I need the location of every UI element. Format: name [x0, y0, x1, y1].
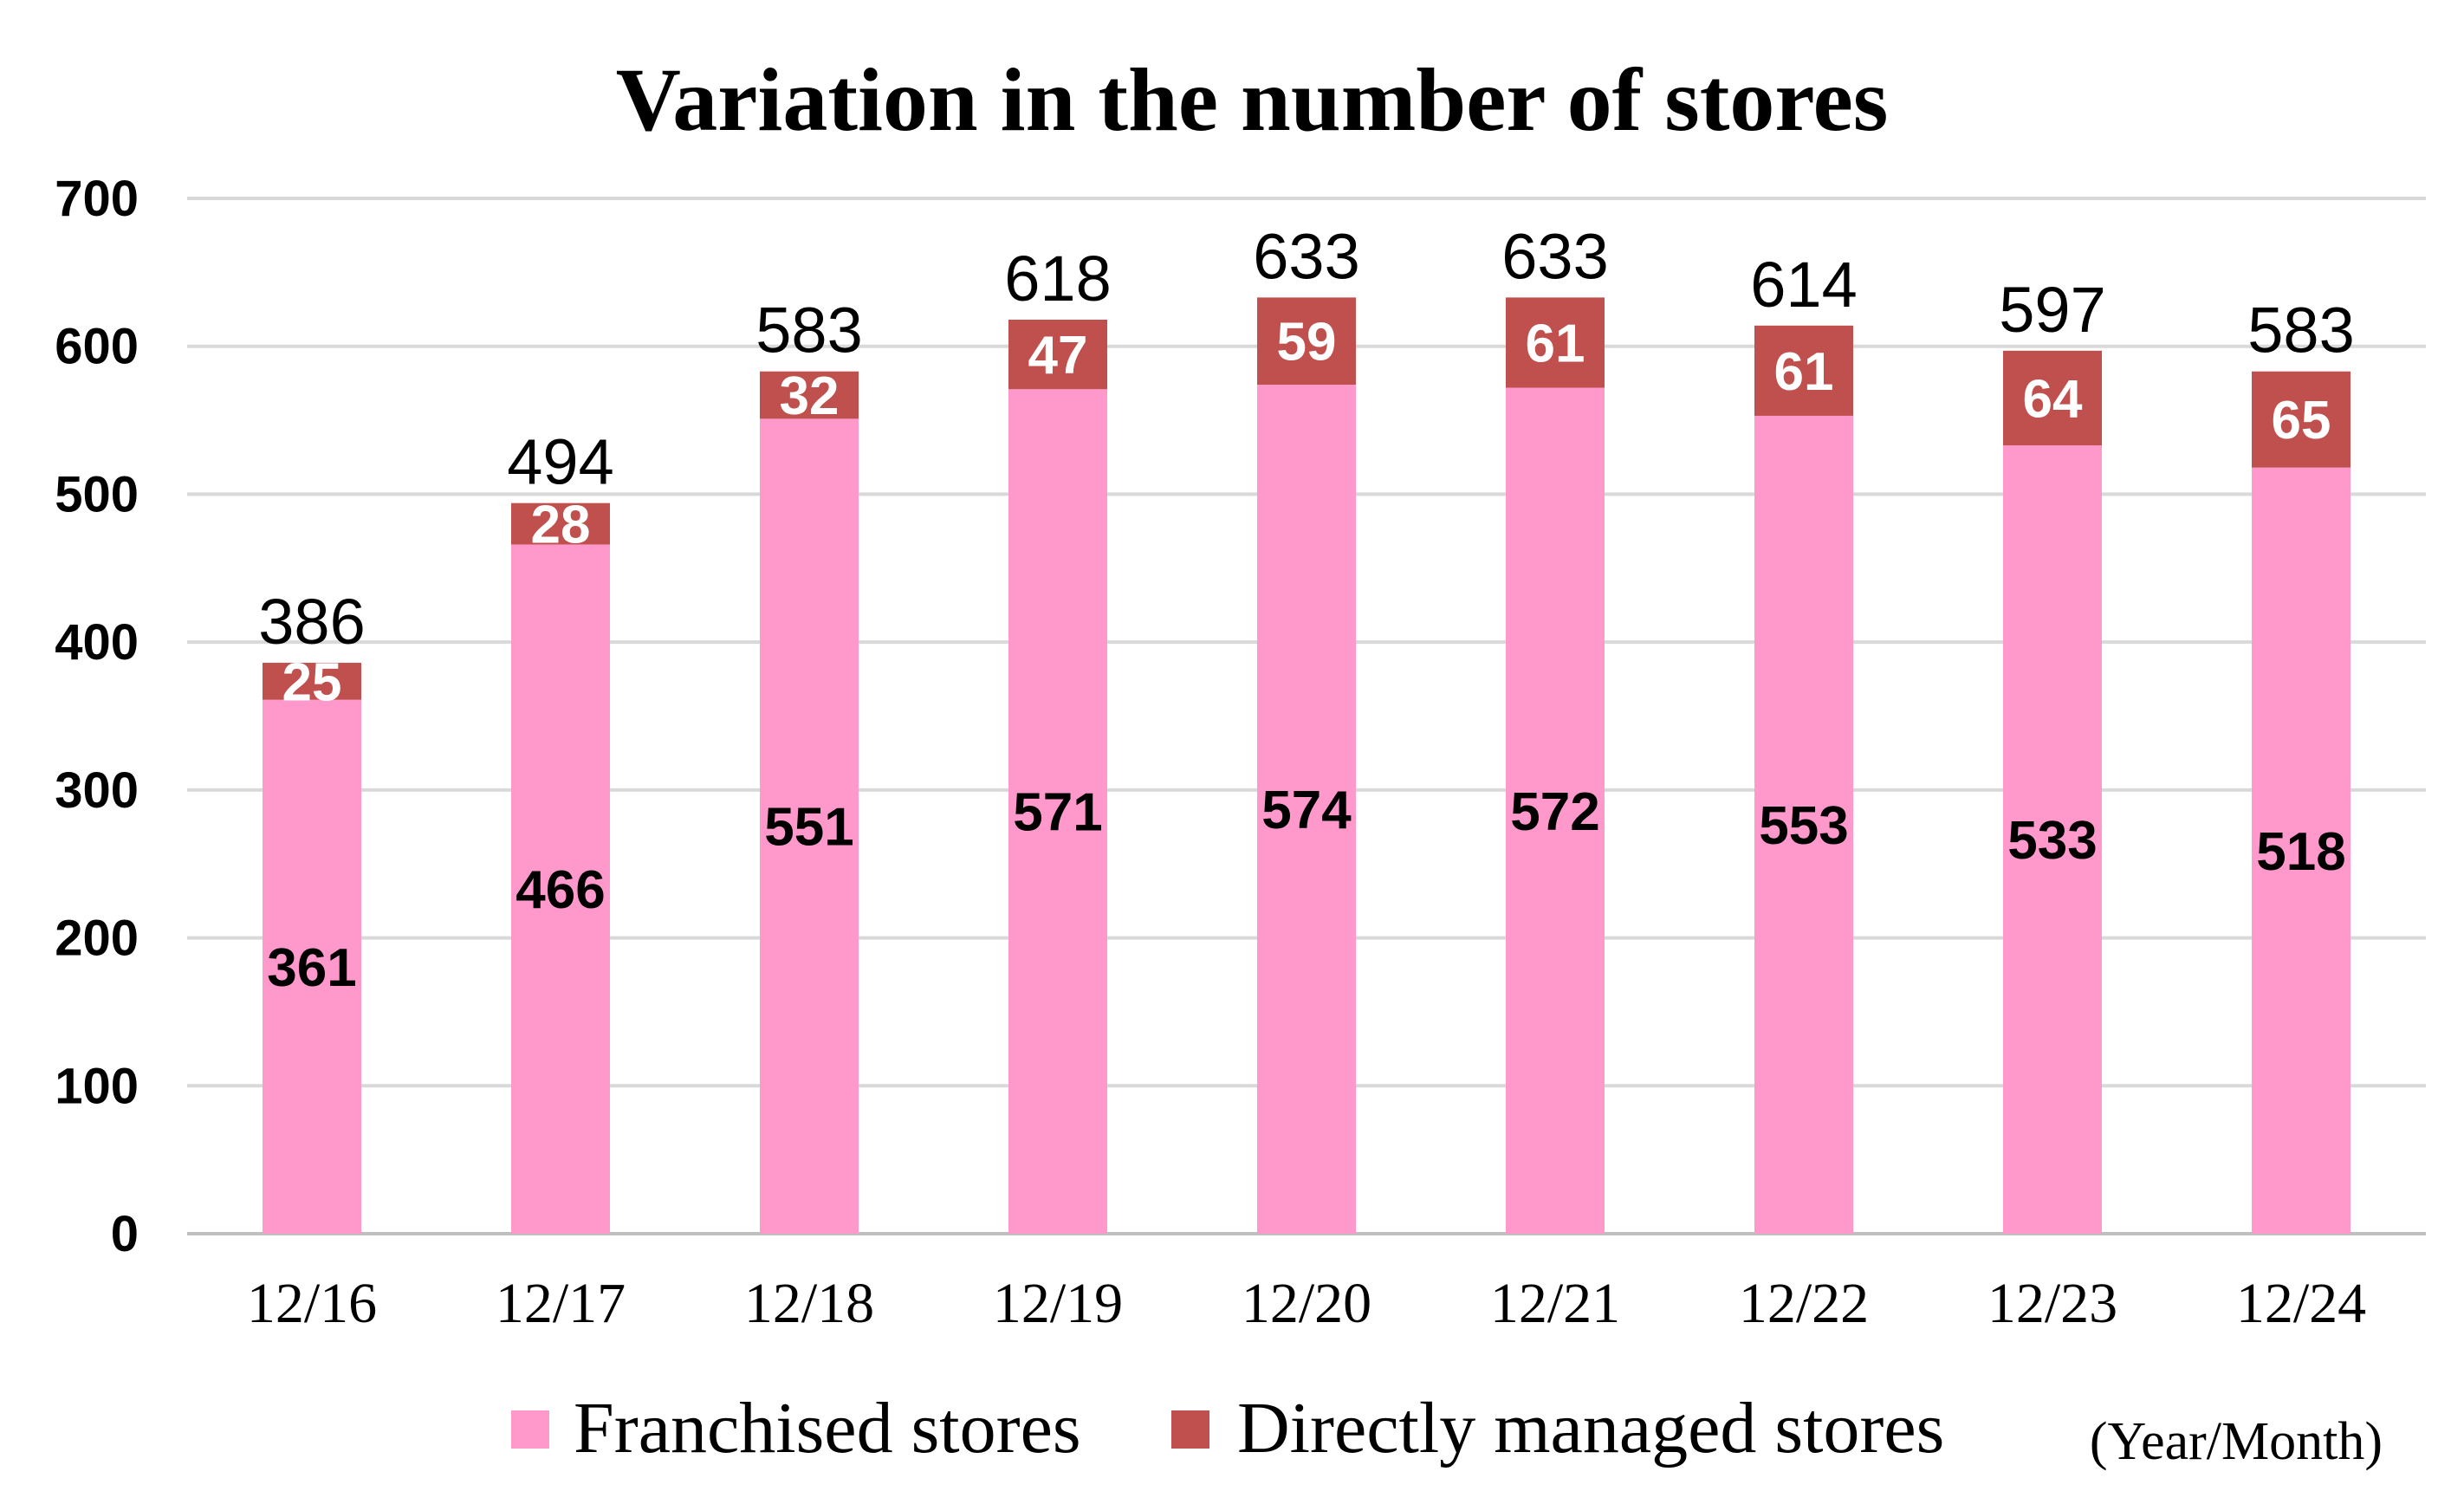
data-label-franchised: 533 [2007, 811, 2097, 871]
x-tick-label: 12/17 [496, 1272, 626, 1335]
bar-directly-managed [1008, 319, 1107, 390]
x-axis-ticks: 12/16 12/17 12/18 12/19 12/20 12/21 12/22 12/23… [247, 1272, 2366, 1335]
data-label-total: 633 [1501, 220, 1608, 292]
data-label-directly-managed: 47 [1028, 326, 1088, 386]
bar-franchised [263, 699, 361, 1234]
data-label-franchised: 574 [1261, 781, 1352, 840]
y-tick-label: 300 [55, 762, 139, 819]
data-label-franchised: 571 [1013, 783, 1102, 843]
data-label-directly-managed: 28 [531, 496, 591, 555]
data-label-total: 583 [755, 295, 862, 366]
bars [263, 297, 2351, 1235]
data-label-total: 386 [258, 586, 365, 658]
data-label-total: 633 [1253, 220, 1359, 292]
bar-directly-managed [760, 371, 859, 419]
legend-label-directly-managed: Directly managed stores [1237, 1388, 1944, 1468]
data-label-directly-managed: 32 [780, 366, 840, 426]
data-label-total: 614 [1750, 249, 1857, 321]
data-label-franchised: 553 [1759, 796, 1848, 856]
bar-directly-managed [263, 663, 361, 700]
x-tick-label: 12/21 [1490, 1272, 1620, 1335]
data-label-franchised: 466 [515, 860, 605, 920]
legend-label-franchised: Franchised stores [574, 1388, 1081, 1468]
x-tick-label: 12/18 [744, 1272, 874, 1335]
bar-directly-managed [1506, 297, 1605, 388]
bar-franchised [1008, 389, 1107, 1234]
legend: Franchised stores Directly managed store… [511, 1388, 2383, 1471]
y-axis-ticks: 0 100 200 300 400 500 600 700 [55, 171, 139, 1262]
data-label-franchised: 572 [1510, 782, 1599, 842]
x-tick-label: 12/19 [993, 1272, 1123, 1335]
y-tick-label: 0 [111, 1206, 139, 1262]
unit-note: (Year/Month) [2090, 1412, 2383, 1471]
bar-franchised [2252, 467, 2351, 1234]
data-label-franchised: 551 [764, 798, 853, 858]
bar-directly-managed [511, 502, 610, 545]
x-tick-label: 12/24 [2236, 1272, 2366, 1335]
x-tick-label: 12/23 [1987, 1272, 2117, 1335]
bar-franchised [1754, 415, 1853, 1234]
data-label-franchised: 361 [267, 938, 356, 998]
x-tick-label: 12/22 [1739, 1272, 1869, 1335]
data-label-total: 618 [1004, 243, 1111, 314]
y-tick-label: 100 [55, 1058, 139, 1114]
bar-franchised [1506, 387, 1605, 1234]
x-tick-label: 12/20 [1242, 1272, 1371, 1335]
y-tick-label: 200 [55, 911, 139, 967]
data-label-directly-managed: 65 [2272, 391, 2331, 451]
data-label-directly-managed: 64 [2023, 369, 2083, 429]
legend-swatch-directly-managed [1171, 1410, 1209, 1449]
y-tick-label: 500 [55, 466, 139, 522]
data-label-total: 494 [507, 426, 613, 498]
y-tick-label: 700 [55, 171, 139, 227]
bar-directly-managed [1257, 297, 1356, 386]
bar-franchised [1257, 385, 1356, 1235]
data-label-total: 583 [2247, 295, 2354, 366]
y-tick-label: 600 [55, 319, 139, 375]
data-label-directly-managed: 25 [282, 652, 342, 712]
data-labels: 3612538646628494551325835714761857459633… [258, 220, 2354, 997]
data-label-directly-managed: 59 [1277, 313, 1337, 373]
bar-directly-managed [1754, 325, 1853, 416]
bar-directly-managed [2252, 371, 2351, 468]
legend-swatch-franchised [511, 1410, 549, 1449]
data-label-franchised: 518 [2256, 822, 2345, 882]
data-label-directly-managed: 61 [1774, 342, 1834, 402]
x-tick-label: 12/16 [247, 1272, 377, 1335]
data-label-directly-managed: 61 [1526, 314, 1585, 373]
bar-franchised [760, 418, 859, 1235]
bar-franchised [2003, 445, 2102, 1234]
bar-franchised [511, 544, 610, 1234]
data-label-total: 597 [1999, 274, 2105, 346]
y-tick-label: 400 [55, 614, 139, 671]
chart-title: Variation in the number of stores [616, 50, 1889, 150]
bar-directly-managed [2003, 350, 2102, 446]
